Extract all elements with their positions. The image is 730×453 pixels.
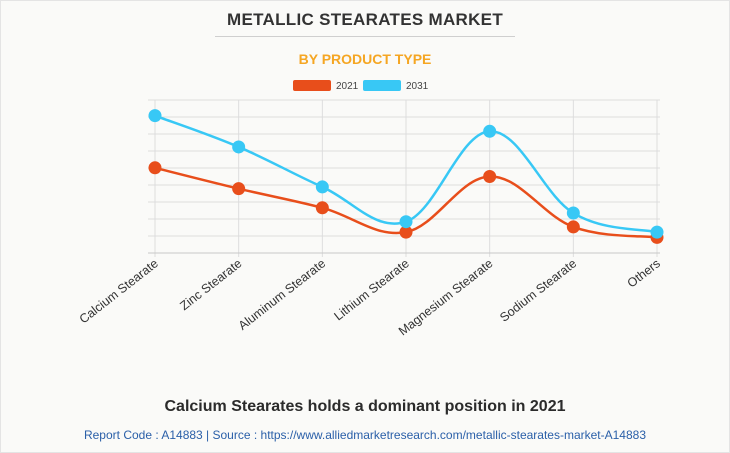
x-tick-label: Others [625, 256, 663, 290]
chart-title: METALLIC STEARATES MARKET [226, 10, 504, 29]
legend-item-2031: 2031 [363, 80, 429, 92]
chart-subtitle: BY PRODUCT TYPE [298, 51, 432, 67]
data-point-2021 [483, 170, 497, 183]
chart-caption: Calcium Stearates holds a dominant posit… [164, 398, 566, 415]
x-tick-label: Lithium Stearate [331, 256, 411, 323]
legend-label: 2021 [336, 81, 359, 92]
x-tick-label: Zinc Stearate [177, 256, 244, 313]
data-point-2021 [399, 225, 413, 239]
title-divider [215, 36, 515, 37]
legend-swatch [363, 80, 401, 91]
data-point-2031 [483, 124, 497, 138]
x-tick-label: Magnesium Stearate [396, 256, 496, 338]
data-point-2021 [232, 182, 246, 196]
x-tick-label: Aluminum Stearate [236, 256, 328, 333]
data-point-2021 [315, 201, 329, 215]
legend-item-2021: 2021 [293, 80, 359, 92]
data-point-2021 [566, 220, 580, 234]
source-credit: Report Code : A14883 | Source : https://… [83, 428, 647, 442]
data-point-2031 [566, 206, 580, 220]
data-point-2031 [232, 140, 246, 154]
chart-grid [148, 99, 660, 257]
legend-swatch [293, 80, 331, 91]
legend-label: 2031 [406, 81, 429, 92]
chart-legend: 2021 2031 [293, 80, 429, 92]
x-tick-label: Calcium Stearate [77, 256, 161, 326]
line-chart: 2021 2031 Calcium Stearate Zinc StearateAl… [77, 80, 664, 338]
data-point-2031 [315, 180, 329, 194]
data-point-2031 [148, 109, 162, 123]
data-point-2031 [399, 215, 413, 229]
data-point-2031 [650, 225, 664, 239]
series-points [148, 109, 664, 244]
x-tick-label: Sodium Stearate [497, 256, 579, 324]
data-point-2021 [148, 161, 162, 175]
